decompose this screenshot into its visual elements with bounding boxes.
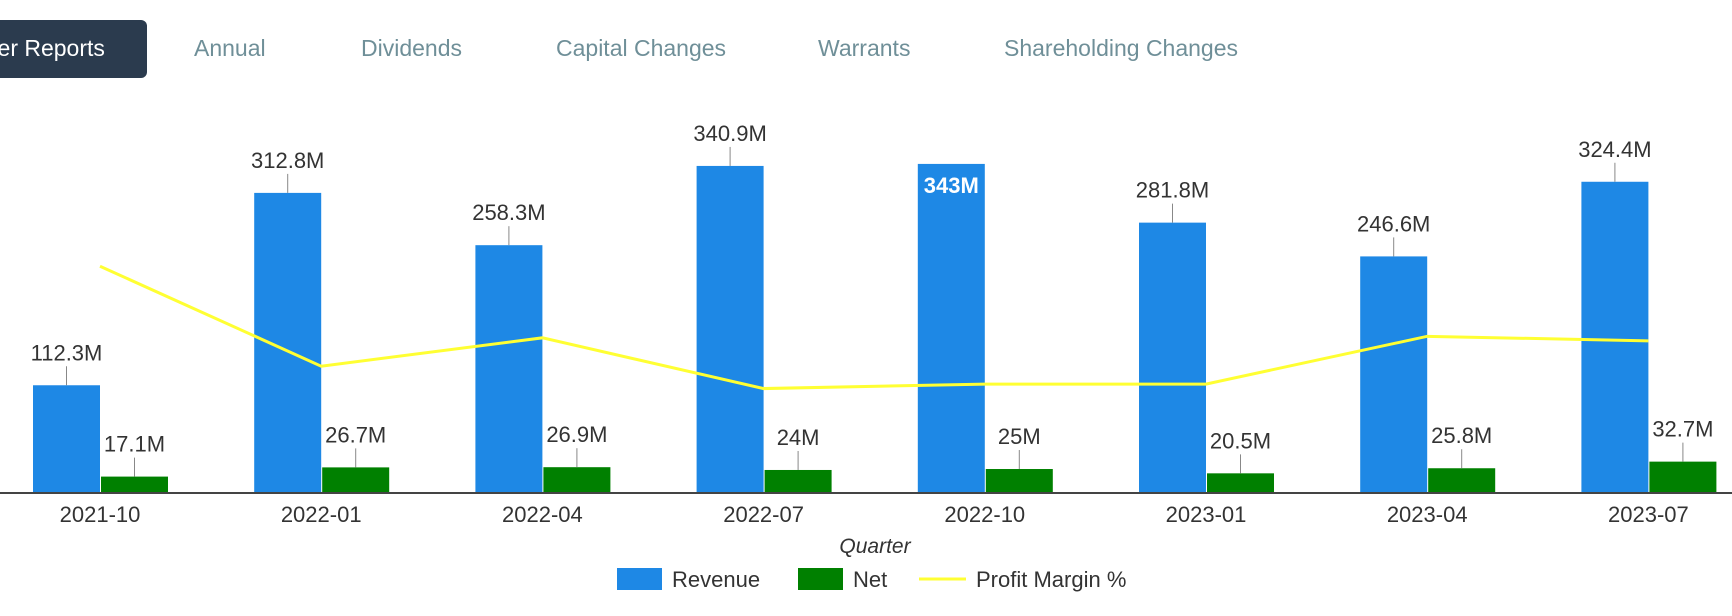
- net-data-label: 26.7M: [325, 422, 386, 447]
- profit-margin-line[interactable]: [99, 264, 1649, 391]
- net-data-label: 20.5M: [1210, 428, 1271, 453]
- revenue-data-label: 246.6M: [1357, 211, 1430, 236]
- net-bar[interactable]: [101, 476, 168, 493]
- legend-label: Net: [853, 567, 887, 592]
- revenue-bar[interactable]: [254, 192, 322, 494]
- revenue-bar[interactable]: [1360, 256, 1428, 493]
- revenue-data-label: 281.8M: [1136, 178, 1209, 203]
- report-tabs: Quarter Reports Annual Dividends Capital…: [0, 20, 1732, 78]
- legend-swatch[interactable]: [617, 568, 662, 590]
- x-axis-title: Quarter: [839, 535, 911, 558]
- revenue-data-label: 258.3M: [472, 200, 545, 225]
- x-tick-label: 2021-10: [60, 502, 141, 527]
- net-data-label: 26.9M: [546, 422, 607, 447]
- revenue-bar[interactable]: [475, 245, 543, 493]
- revenue-bar[interactable]: [917, 163, 985, 494]
- revenue-data-label: 340.9M: [693, 121, 766, 146]
- net-data-label: 25M: [998, 424, 1041, 449]
- net-bar[interactable]: [764, 469, 832, 493]
- net-bar[interactable]: [1428, 468, 1496, 493]
- net-data-label: 25.8M: [1431, 423, 1492, 448]
- legend-label: Profit Margin %: [976, 567, 1126, 592]
- net-data-label: 24M: [777, 425, 820, 450]
- legend-label: Revenue: [672, 567, 760, 592]
- revenue-data-label: 343M: [924, 173, 979, 198]
- revenue-bar[interactable]: [33, 385, 100, 493]
- net-bar[interactable]: [1649, 461, 1717, 493]
- revenue-data-label: 112.3M: [31, 340, 103, 365]
- x-tick-label: 2023-07: [1608, 502, 1689, 527]
- x-tick-label: 2023-04: [1387, 502, 1468, 527]
- x-tick-label: 2022-01: [281, 502, 362, 527]
- revenue-data-label: 324.4M: [1578, 137, 1651, 162]
- tab-dividends[interactable]: Dividends: [361, 35, 462, 61]
- x-tick-label: 2022-07: [723, 502, 804, 527]
- tab-capital-changes[interactable]: Capital Changes: [556, 35, 727, 61]
- tab-annual[interactable]: Annual: [194, 35, 266, 61]
- tab-shareholding-changes[interactable]: Shareholding Changes: [1004, 35, 1239, 61]
- tab-warrants[interactable]: Warrants: [818, 35, 911, 61]
- legend-swatch[interactable]: [798, 568, 843, 590]
- net-data-label: 17.1M: [104, 432, 165, 457]
- net-bar[interactable]: [1207, 473, 1274, 493]
- revenue-bar[interactable]: [1139, 222, 1206, 493]
- revenue-bar[interactable]: [1581, 181, 1649, 494]
- x-tick-label: 2022-10: [944, 502, 1025, 527]
- x-tick-label: 2022-04: [502, 502, 583, 527]
- revenue-data-label: 312.8M: [251, 148, 324, 173]
- net-bar[interactable]: [322, 467, 390, 493]
- net-bar[interactable]: [543, 467, 611, 493]
- revenue-bar[interactable]: [696, 165, 764, 493]
- net-data-label: 32.7M: [1652, 417, 1713, 442]
- tab-quarter-reports[interactable]: Quarter Reports: [0, 20, 147, 78]
- net-bar[interactable]: [985, 469, 1053, 493]
- x-tick-label: 2023-01: [1166, 502, 1247, 527]
